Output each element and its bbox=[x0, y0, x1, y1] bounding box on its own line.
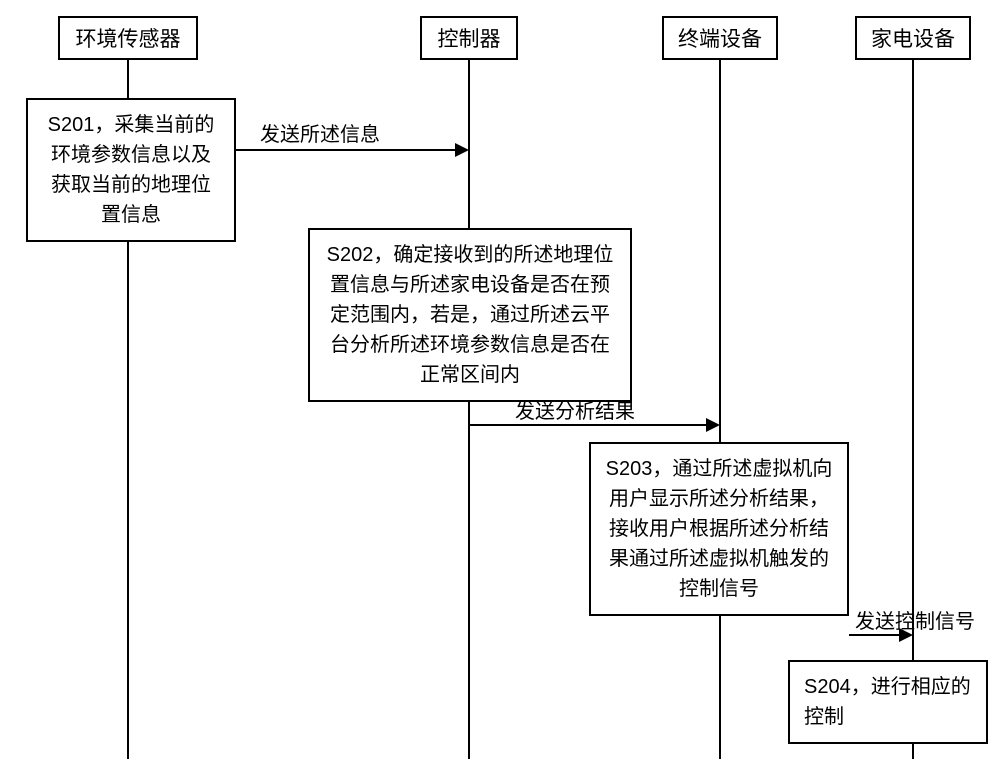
participant-terminal: 终端设备 bbox=[662, 16, 778, 60]
step-s204: S204，进行相应的控制 bbox=[788, 660, 988, 744]
step-s201: S201，采集当前的环境参数信息以及获取当前的地理位置信息 bbox=[26, 98, 236, 242]
participant-controller: 控制器 bbox=[420, 16, 518, 60]
arrow-head-icon bbox=[706, 418, 720, 432]
participant-appliance: 家电设备 bbox=[855, 16, 971, 60]
lifeline-terminal bbox=[719, 60, 721, 759]
step-s202: S202，确定接收到的所述地理位置信息与所述家电设备是否在预定范围内，若是，通过… bbox=[308, 228, 632, 402]
participant-label: 家电设备 bbox=[871, 23, 955, 53]
message-arrow-m1 bbox=[236, 149, 455, 151]
arrow-head-icon bbox=[455, 143, 469, 157]
step-s203: S203，通过所述虚拟机向用户显示所述分析结果，接收用户根据所述分析结果通过所述… bbox=[589, 442, 849, 616]
lifeline-appliance bbox=[912, 60, 914, 759]
message-label-m1: 发送所述信息 bbox=[260, 118, 380, 147]
message-arrow-m3 bbox=[849, 634, 899, 636]
participant-label: 控制器 bbox=[438, 23, 501, 53]
step-text: S202，确定接收到的所述地理位置信息与所述家电设备是否在预定范围内，若是，通过… bbox=[327, 244, 614, 386]
step-text: S204，进行相应的控制 bbox=[804, 676, 971, 728]
arrow-head-icon bbox=[899, 628, 913, 642]
participant-label: 终端设备 bbox=[678, 23, 762, 53]
participant-env-sensor: 环境传感器 bbox=[58, 16, 198, 60]
message-label-m3: 发送控制信号 bbox=[855, 605, 975, 634]
participant-label: 环境传感器 bbox=[76, 23, 181, 53]
lifeline-controller bbox=[468, 60, 470, 759]
step-text: S201，采集当前的环境参数信息以及获取当前的地理位置信息 bbox=[48, 114, 215, 226]
step-text: S203，通过所述虚拟机向用户显示所述分析结果，接收用户根据所述分析结果通过所述… bbox=[606, 458, 833, 600]
message-label-m2: 发送分析结果 bbox=[515, 395, 635, 424]
message-arrow-m2 bbox=[469, 424, 706, 426]
